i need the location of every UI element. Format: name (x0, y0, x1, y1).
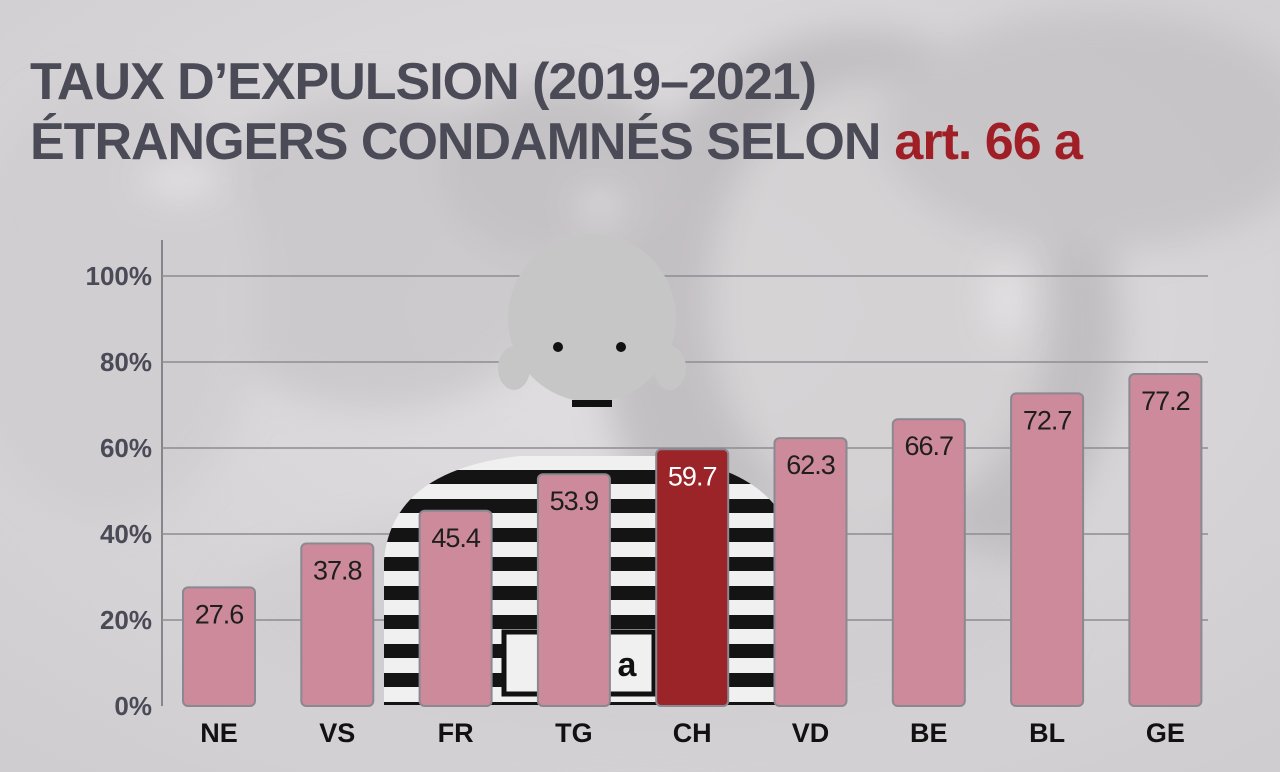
bar-be (891, 418, 966, 707)
x-axis-ticks: NE VS FR TG CH VD BE BL GE (200, 718, 1185, 748)
prisoner-left-eye (553, 342, 563, 352)
bar-ge (1128, 373, 1203, 707)
bar-vs (300, 542, 375, 708)
bar-value-label: 37.8 (313, 555, 362, 585)
bar-ne (182, 586, 256, 708)
y-tick-label: 0% (114, 691, 152, 721)
bar-value-label: 72.7 (1023, 405, 1072, 435)
bar-ch (655, 448, 730, 707)
y-tick-label: 80% (100, 347, 152, 377)
prisoner-right-eye (616, 342, 626, 352)
x-tick-label: GE (1146, 718, 1185, 748)
x-tick-label: BL (1029, 718, 1065, 748)
x-tick-label: TG (555, 718, 593, 748)
bars: 27.6 37.8 45.4 53.9 59.7 62.3 66.7 72.7 77.2 (182, 373, 1203, 708)
y-tick-label: 60% (100, 433, 152, 463)
bar-vd (773, 437, 848, 707)
bar-value-label: 66.7 (905, 431, 954, 461)
prisoner-mouth (572, 400, 612, 407)
chart-title-line-1: TAUX D’EXPULSION (2019–2021) (30, 53, 817, 111)
bar-value-label: 53.9 (550, 486, 599, 516)
x-tick-label: VS (319, 718, 355, 748)
y-axis-ticks: 0% 20% 40% 60% 80% 100% (86, 261, 153, 721)
prisoner-head (508, 234, 676, 402)
chart-title-line-2-text: ÉTRANGERS CONDAMNÉS SELON (30, 113, 881, 171)
y-tick-label: 100% (86, 261, 153, 291)
bar-tg (536, 473, 611, 708)
y-tick-label: 40% (100, 519, 152, 549)
x-tick-label: BE (910, 718, 948, 748)
chart-title-accent: art. 66 a (894, 113, 1083, 171)
prisoner-right-ear (654, 346, 686, 390)
bar-value-label: 45.4 (431, 523, 481, 553)
x-tick-label: VD (792, 718, 830, 748)
bar-value-label: 77.2 (1141, 386, 1190, 416)
bar-value-label: 59.7 (668, 461, 717, 491)
chart-title-line-2: ÉTRANGERS CONDAMNÉS SELON art. 66 a (30, 113, 1083, 171)
x-tick-label: CH (673, 718, 712, 748)
x-tick-label: FR (438, 718, 474, 748)
bar-fr (418, 509, 493, 707)
y-tick-label: 20% (100, 605, 152, 635)
bar-bl (1010, 392, 1085, 707)
prisoner-plate-letter: a (618, 646, 638, 684)
prisoner-left-ear (498, 346, 530, 390)
x-tick-label: NE (200, 718, 238, 748)
bar-value-label: 62.3 (786, 450, 835, 480)
bar-value-label: 27.6 (195, 599, 244, 629)
